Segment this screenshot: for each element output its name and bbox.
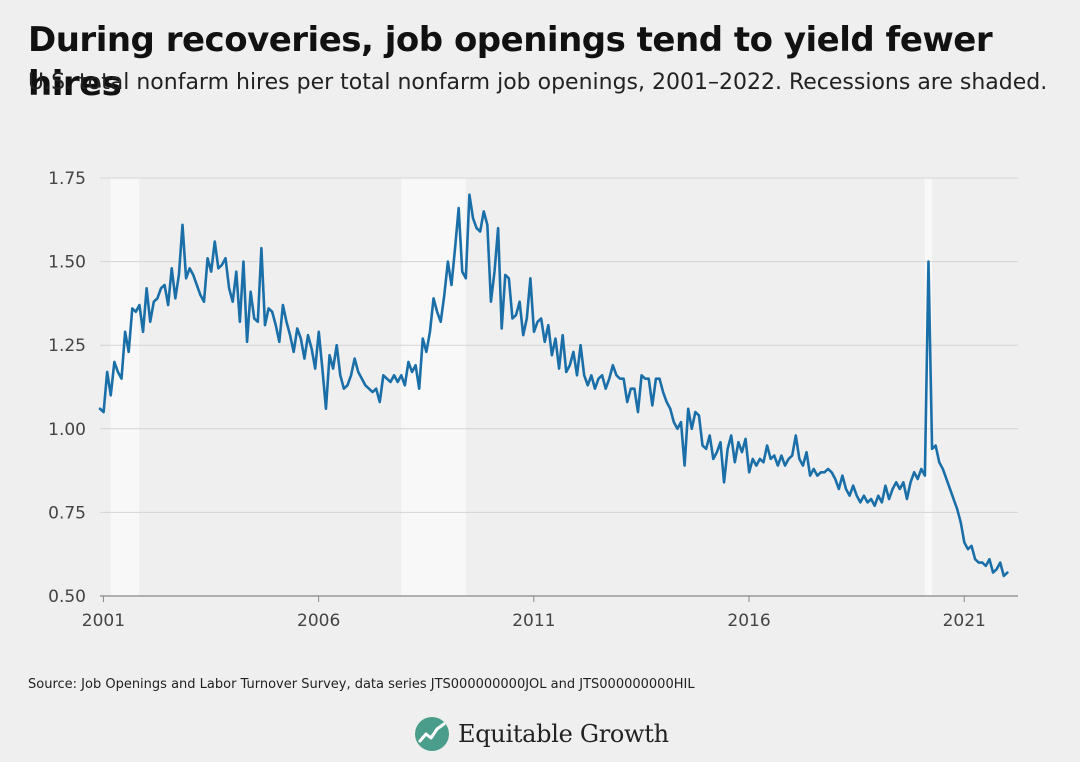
x-tick-label: 2006: [297, 611, 340, 631]
gridlines: [100, 177, 1018, 597]
recession-band-2: [924, 178, 932, 596]
series-line: [98, 193, 1009, 578]
x-tick-label: 2001: [82, 611, 125, 631]
chart-subtitle: U.S. total nonfarm hires per total nonfa…: [28, 70, 1048, 95]
recession-shading: [110, 178, 932, 596]
x-axis-ticks: 2001 2006 2011 2016 2021: [82, 596, 986, 631]
y-axis-ticks: 0.50 0.75 1.00 1.25 1.50 1.75: [48, 169, 86, 607]
y-tick-label: 1.50: [48, 253, 86, 273]
source-note: Source: Job Openings and Labor Turnover …: [28, 677, 695, 692]
x-tick-label: 2011: [512, 611, 555, 631]
x-tick-label: 2016: [727, 611, 770, 631]
growth-chart-logo-icon: [415, 717, 449, 751]
y-tick-label: 0.50: [48, 587, 86, 607]
recession-band-0: [110, 178, 140, 596]
y-tick-label: 1.25: [48, 336, 86, 356]
chart-title: During recoveries, job openings tend to …: [28, 20, 993, 104]
y-tick-label: 1.00: [48, 420, 86, 440]
y-tick-label: 0.75: [48, 503, 86, 523]
line-chart: 0.50 0.75 1.00 1.25 1.50 1.75 2001 2006 2011 201…: [48, 169, 1018, 631]
brand-logo: Equitable Growth: [414, 716, 669, 752]
y-tick-label: 1.75: [48, 169, 86, 189]
x-tick-label: 2021: [943, 611, 986, 631]
brand-name: Equitable Growth: [458, 720, 669, 748]
